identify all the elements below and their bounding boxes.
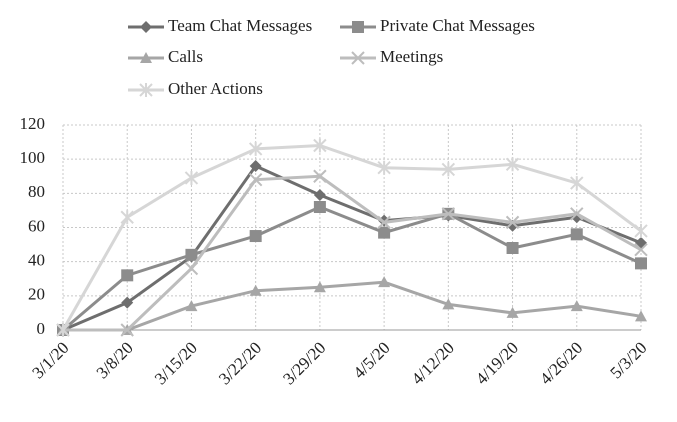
data-point bbox=[570, 228, 583, 241]
legend-marker bbox=[140, 21, 152, 33]
data-point bbox=[248, 141, 263, 156]
data-point bbox=[249, 230, 262, 243]
data-point bbox=[185, 300, 198, 312]
data-point bbox=[634, 243, 648, 257]
series-line bbox=[62, 205, 642, 332]
data-point bbox=[441, 207, 456, 221]
data-point bbox=[377, 160, 391, 175]
data-point bbox=[121, 296, 134, 309]
x-tick-label: 5/3/20 bbox=[606, 338, 650, 382]
legend-label: Meetings bbox=[380, 47, 443, 66]
data-point bbox=[506, 242, 519, 254]
data-point bbox=[248, 172, 263, 187]
y-tick-label: 20 bbox=[28, 285, 45, 304]
legend-label: Other Actions bbox=[168, 79, 263, 98]
data-point bbox=[184, 170, 199, 185]
x-tick-label: 4/19/20 bbox=[472, 338, 522, 388]
data-point bbox=[313, 138, 327, 153]
data-point bbox=[506, 306, 519, 318]
data-point bbox=[249, 284, 262, 296]
data-point bbox=[570, 176, 584, 191]
legend-label: Private Chat Messages bbox=[380, 16, 535, 35]
data-point bbox=[635, 310, 647, 322]
data-point bbox=[441, 162, 456, 177]
x-tick-label: 3/15/20 bbox=[151, 338, 201, 388]
y-tick-label: 120 bbox=[20, 114, 46, 133]
data-point bbox=[378, 226, 391, 239]
data-point bbox=[120, 323, 134, 337]
data-point bbox=[184, 261, 199, 276]
data-point bbox=[570, 207, 584, 221]
legend-marker bbox=[139, 83, 153, 97]
x-tick-label: 3/22/20 bbox=[215, 338, 265, 388]
legend-marker bbox=[351, 51, 365, 65]
data-point bbox=[634, 223, 648, 238]
data-point bbox=[249, 160, 262, 172]
data-point bbox=[313, 281, 326, 293]
data-point bbox=[635, 257, 647, 270]
data-point bbox=[505, 215, 520, 230]
x-tick-label: 3/8/20 bbox=[93, 338, 137, 382]
data-point bbox=[442, 298, 455, 310]
x-tick-label: 4/12/20 bbox=[408, 338, 458, 388]
series-line bbox=[63, 174, 642, 332]
x-tick-label: 3/1/20 bbox=[28, 338, 72, 382]
data-point bbox=[570, 300, 583, 312]
data-point bbox=[377, 215, 391, 230]
x-tick-label: 3/29/20 bbox=[279, 338, 329, 388]
x-tick-label: 4/26/20 bbox=[536, 338, 586, 388]
data-point bbox=[313, 189, 326, 202]
data-point bbox=[378, 276, 391, 288]
y-tick-label: 80 bbox=[28, 182, 45, 201]
legend-label: Team Chat Messages bbox=[168, 16, 312, 35]
data-point bbox=[313, 169, 327, 183]
data-point bbox=[120, 210, 134, 225]
y-tick-label: 40 bbox=[28, 251, 45, 270]
data-point bbox=[121, 269, 134, 282]
y-tick-label: 60 bbox=[28, 216, 45, 235]
data-point bbox=[505, 157, 520, 172]
x-tick-label: 4/5/20 bbox=[350, 338, 394, 382]
legend-label: Calls bbox=[168, 47, 203, 66]
data-point bbox=[56, 323, 70, 337]
y-tick-label: 100 bbox=[20, 148, 46, 167]
y-tick-label: 0 bbox=[37, 319, 46, 338]
series-line bbox=[63, 280, 642, 332]
series-line bbox=[62, 164, 642, 332]
data-point bbox=[185, 248, 198, 261]
series-line bbox=[61, 143, 642, 331]
data-point bbox=[313, 201, 326, 213]
legend-marker bbox=[140, 52, 152, 63]
legend-marker bbox=[352, 21, 364, 33]
